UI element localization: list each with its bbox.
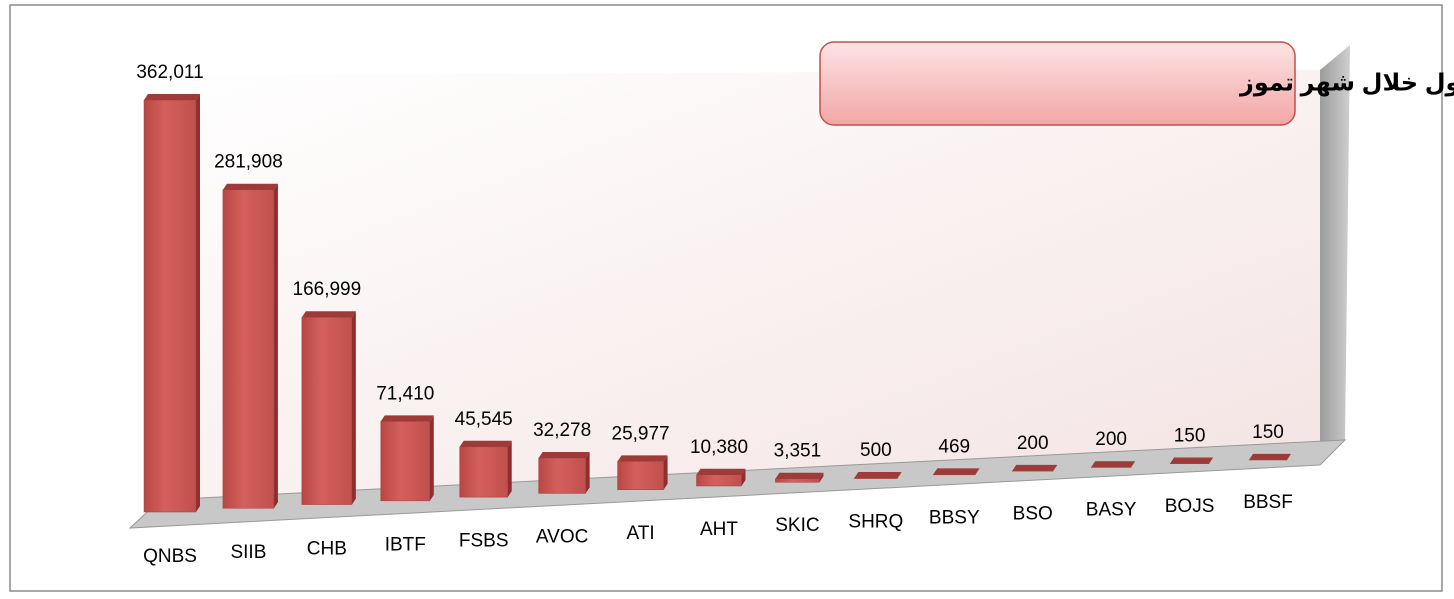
x-tick-label: ATI <box>626 523 654 544</box>
bar-top <box>1170 458 1213 464</box>
x-tick-label: FSBS <box>459 531 509 552</box>
bar-top <box>854 472 901 478</box>
bar <box>854 478 897 479</box>
chart-title: حجم التداول خلال شهر تموز <box>1239 69 1454 96</box>
bar-top <box>933 468 979 474</box>
bar-top <box>223 184 278 190</box>
x-tick-label: BASY <box>1086 500 1137 521</box>
bar-top <box>539 452 590 458</box>
x-tick-label: BOJS <box>1165 496 1215 517</box>
bar-top <box>1012 465 1057 471</box>
bar-side <box>430 415 434 501</box>
x-tick-label: SIIB <box>230 542 266 563</box>
value-label: 469 <box>938 436 970 457</box>
value-label: 200 <box>1095 429 1127 450</box>
x-tick-label: BBSF <box>1243 492 1293 513</box>
bar <box>302 317 352 504</box>
value-label: 3,351 <box>774 441 822 462</box>
bar <box>144 100 196 512</box>
value-label: 500 <box>860 440 892 461</box>
value-label: 200 <box>1017 433 1049 454</box>
bar <box>460 447 508 497</box>
bar-top <box>775 473 823 479</box>
x-tick-label: BSO <box>1013 504 1053 525</box>
bar-top <box>144 94 200 100</box>
bar <box>381 421 430 501</box>
bar <box>697 475 742 486</box>
x-tick-label: SKIC <box>775 515 819 536</box>
value-label: 166,999 <box>293 279 362 300</box>
bar <box>775 479 819 483</box>
value-label: 45,545 <box>455 409 513 430</box>
x-tick-label: SHRQ <box>848 511 903 532</box>
value-label: 150 <box>1252 422 1284 443</box>
bar-top <box>460 441 512 447</box>
value-label: 25,977 <box>612 423 670 444</box>
x-tick-label: AHT <box>700 519 738 540</box>
bar-top <box>381 415 434 421</box>
bar-top <box>302 311 356 317</box>
bar-side <box>352 311 356 504</box>
x-tick-label: QNBS <box>143 546 197 567</box>
value-label: 281,908 <box>214 152 283 173</box>
bar-side <box>664 455 668 489</box>
bar-side <box>196 94 200 512</box>
bar-side <box>586 452 590 493</box>
bar <box>618 461 664 489</box>
bar-top <box>1249 454 1291 460</box>
value-label: 362,011 <box>136 62 203 83</box>
x-tick-label: CHB <box>307 538 347 559</box>
value-label: 32,278 <box>533 420 591 441</box>
bar-top <box>1091 461 1135 467</box>
bar-top <box>697 469 746 475</box>
value-label: 10,380 <box>690 437 748 458</box>
bar-top <box>618 455 668 461</box>
bar-side <box>274 184 278 509</box>
x-tick-label: AVOC <box>536 527 588 548</box>
bar-side <box>508 441 512 497</box>
title-box <box>820 42 1295 125</box>
value-label: 71,410 <box>376 383 434 404</box>
x-tick-label: IBTF <box>385 534 426 555</box>
value-label: 150 <box>1174 426 1206 447</box>
bar <box>223 190 274 509</box>
x-tick-label: BBSY <box>929 507 980 528</box>
bar <box>539 458 586 493</box>
